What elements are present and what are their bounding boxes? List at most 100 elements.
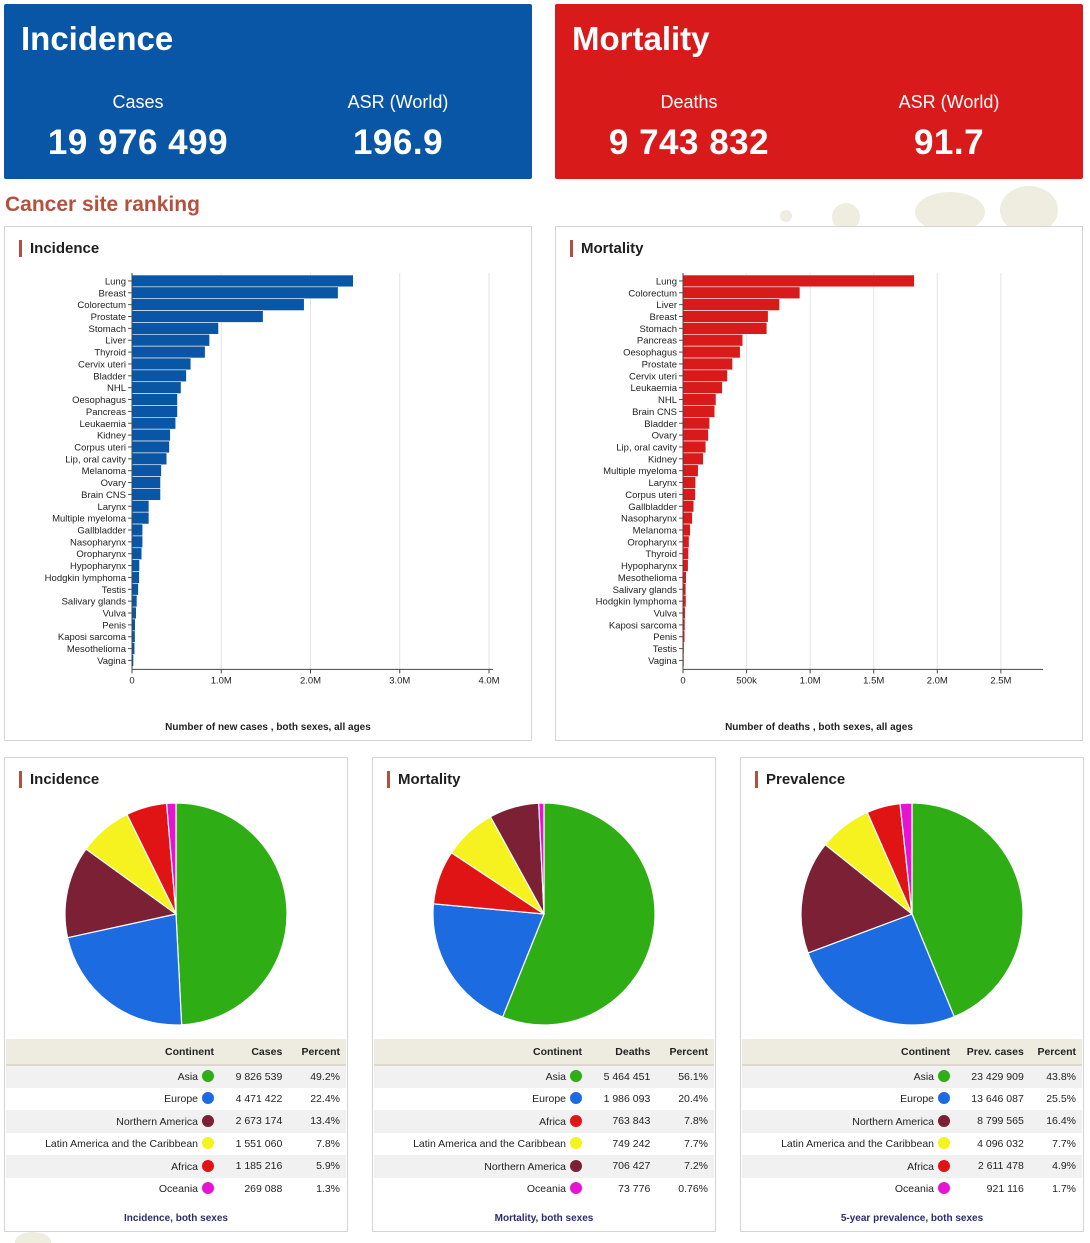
bar-lip-oral-cavity[interactable] bbox=[682, 440, 707, 454]
pie-slice-oceania[interactable] bbox=[165, 802, 177, 915]
bar-nasopharynx[interactable] bbox=[131, 535, 144, 549]
category-label: Brain CNS bbox=[81, 490, 126, 501]
bar-lung[interactable] bbox=[131, 274, 354, 288]
incidence-summary-title: Incidence bbox=[21, 20, 174, 57]
bar-cervix-uteri[interactable] bbox=[682, 369, 728, 383]
category-label: Colorectum bbox=[77, 300, 126, 311]
continent-column-header: Continent bbox=[374, 1039, 588, 1066]
pie-slice-europe[interactable] bbox=[432, 903, 545, 1018]
bar-prostate[interactable] bbox=[131, 310, 264, 323]
bar-gallbladder[interactable] bbox=[682, 500, 695, 513]
bar-thyroid[interactable] bbox=[131, 345, 206, 359]
bar-breast[interactable] bbox=[131, 286, 339, 300]
mortality-continent-table: Continent Deaths Percent Asia 5 464 451 56.1%… bbox=[374, 1039, 714, 1200]
bar-thyroid[interactable] bbox=[682, 547, 689, 560]
pie-slice-oceania[interactable] bbox=[899, 802, 913, 915]
x-tick-label: 0 bbox=[680, 675, 685, 686]
bar-nhl[interactable] bbox=[131, 381, 182, 394]
bar-leukaemia[interactable] bbox=[131, 417, 177, 430]
continent-cell: Oceania bbox=[742, 1178, 956, 1201]
pie-slice-asia[interactable] bbox=[911, 802, 1024, 1018]
bar-multiple-myeloma[interactable] bbox=[131, 511, 150, 525]
bar-oropharynx[interactable] bbox=[131, 547, 143, 560]
bar-melanoma[interactable] bbox=[682, 523, 691, 537]
continent-column-header: Continent bbox=[742, 1039, 956, 1066]
bar-ovary[interactable] bbox=[131, 476, 161, 489]
bar-corpus-uteri[interactable] bbox=[682, 488, 696, 501]
bar-kidney[interactable] bbox=[131, 428, 171, 442]
bar-breast[interactable] bbox=[682, 310, 769, 323]
pie-slice-asia[interactable] bbox=[175, 802, 288, 1026]
continent-cell: Africa bbox=[6, 1155, 220, 1178]
pie-slice-oceania[interactable] bbox=[538, 802, 545, 915]
pie-slice-northern-america[interactable] bbox=[64, 848, 178, 939]
bar-prostate[interactable] bbox=[682, 357, 733, 371]
category-label: Prostate bbox=[642, 359, 677, 370]
bar-pancreas[interactable] bbox=[682, 334, 744, 347]
bar-oesophagus[interactable] bbox=[682, 345, 741, 359]
bar-corpus-uteri[interactable] bbox=[131, 440, 170, 454]
bar-leukaemia[interactable] bbox=[682, 381, 723, 394]
bar-hypopharynx[interactable] bbox=[131, 559, 140, 572]
bar-multiple-myeloma[interactable] bbox=[682, 464, 699, 477]
bar-hodgkin-lymphoma[interactable] bbox=[131, 571, 140, 584]
bar-kidney[interactable] bbox=[682, 452, 704, 466]
pie-slice-europe[interactable] bbox=[807, 913, 955, 1026]
incidence-bar-chart: LungBreastColorectumProstateStomachLiver… bbox=[45, 273, 500, 733]
decorative-blob bbox=[780, 210, 792, 222]
value-cell: 706 427 bbox=[588, 1155, 657, 1178]
category-label: Leukaemia bbox=[80, 419, 127, 430]
prevalence-pie-panel: Prevalence Continent Prev. cases Percent As… bbox=[740, 757, 1084, 1232]
mortality-bar-chart: LungColorectumLiverBreastStomachPancreas… bbox=[596, 273, 1043, 733]
category-label: Multiple myeloma bbox=[52, 514, 127, 525]
mortality-bar-panel: Mortality Lung Colorectum Liver Breast Stoma… bbox=[555, 226, 1083, 741]
bar-nhl[interactable] bbox=[682, 393, 717, 406]
bar-melanoma[interactable] bbox=[131, 464, 162, 477]
bar-colorectum[interactable] bbox=[682, 286, 801, 300]
bar-cervix-uteri[interactable] bbox=[131, 357, 192, 371]
bar-testis[interactable] bbox=[131, 583, 139, 596]
bar-lip-oral-cavity[interactable] bbox=[131, 452, 168, 466]
incidence-bar-title: Incidence bbox=[19, 240, 99, 257]
bar-stomach[interactable] bbox=[131, 322, 219, 335]
pie-slice-northern-america[interactable] bbox=[800, 843, 914, 954]
bar-brain-cns[interactable] bbox=[131, 488, 161, 501]
value-cell: 1 551 060 bbox=[235, 1137, 283, 1150]
bar-liver[interactable] bbox=[131, 334, 210, 347]
bar-bladder[interactable] bbox=[131, 369, 187, 383]
incidence-pie-panel: Incidence Continent Cases Percent Asia 9 826… bbox=[4, 757, 348, 1232]
bar-hypopharynx[interactable] bbox=[682, 559, 689, 572]
continent-column-header: Continent bbox=[6, 1039, 220, 1066]
bar-larynx[interactable] bbox=[682, 476, 697, 489]
continent-cell: Latin America and the Caribbean bbox=[6, 1133, 220, 1156]
percent-cell: 25.5% bbox=[1046, 1092, 1076, 1105]
mortality-pie-chart bbox=[432, 802, 656, 1026]
incidence-pie-chart bbox=[64, 802, 288, 1026]
continent-cell: Northern America bbox=[6, 1110, 220, 1133]
bar-vulva[interactable] bbox=[131, 606, 137, 620]
bar-pancreas[interactable] bbox=[131, 405, 178, 418]
bar-oesophagus[interactable] bbox=[131, 393, 178, 406]
bar-lung[interactable] bbox=[682, 274, 915, 288]
continent-cell: Northern America bbox=[742, 1110, 956, 1133]
category-label: Vulva bbox=[103, 609, 127, 620]
category-label: Vagina bbox=[648, 656, 678, 667]
pie-slice-europe[interactable] bbox=[66, 913, 183, 1026]
pie-slice-asia[interactable] bbox=[501, 802, 656, 1026]
bar-colorectum[interactable] bbox=[131, 298, 305, 311]
bar-stomach[interactable] bbox=[682, 322, 768, 335]
table-row: Northern America 8 799 565 16.4% bbox=[742, 1110, 1082, 1133]
bar-salivary-glands[interactable] bbox=[131, 594, 138, 608]
percent-cell: 7.7% bbox=[1052, 1137, 1076, 1150]
bar-larynx[interactable] bbox=[131, 500, 150, 513]
bar-oropharynx[interactable] bbox=[682, 535, 690, 549]
bar-ovary[interactable] bbox=[682, 428, 709, 442]
category-label: Kaposi sarcoma bbox=[609, 620, 678, 631]
bar-gallbladder[interactable] bbox=[131, 523, 144, 537]
bar-bladder[interactable] bbox=[682, 417, 711, 430]
bar-nasopharynx[interactable] bbox=[682, 511, 693, 525]
value-cell: 4 471 422 bbox=[235, 1092, 283, 1105]
prevalence-pie-chart bbox=[800, 802, 1024, 1026]
bar-brain-cns[interactable] bbox=[682, 405, 716, 418]
bar-liver[interactable] bbox=[682, 298, 780, 311]
